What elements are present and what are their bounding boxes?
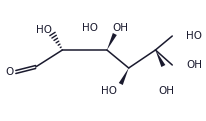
Polygon shape	[119, 68, 129, 85]
Polygon shape	[156, 50, 165, 67]
Polygon shape	[107, 33, 117, 50]
Text: O: O	[6, 67, 14, 77]
Text: HO: HO	[36, 25, 52, 35]
Text: HO: HO	[186, 31, 202, 41]
Text: OH: OH	[186, 60, 202, 70]
Text: HO: HO	[101, 86, 117, 96]
Text: OH: OH	[113, 23, 129, 33]
Text: HO: HO	[82, 23, 98, 33]
Text: OH: OH	[158, 86, 174, 96]
